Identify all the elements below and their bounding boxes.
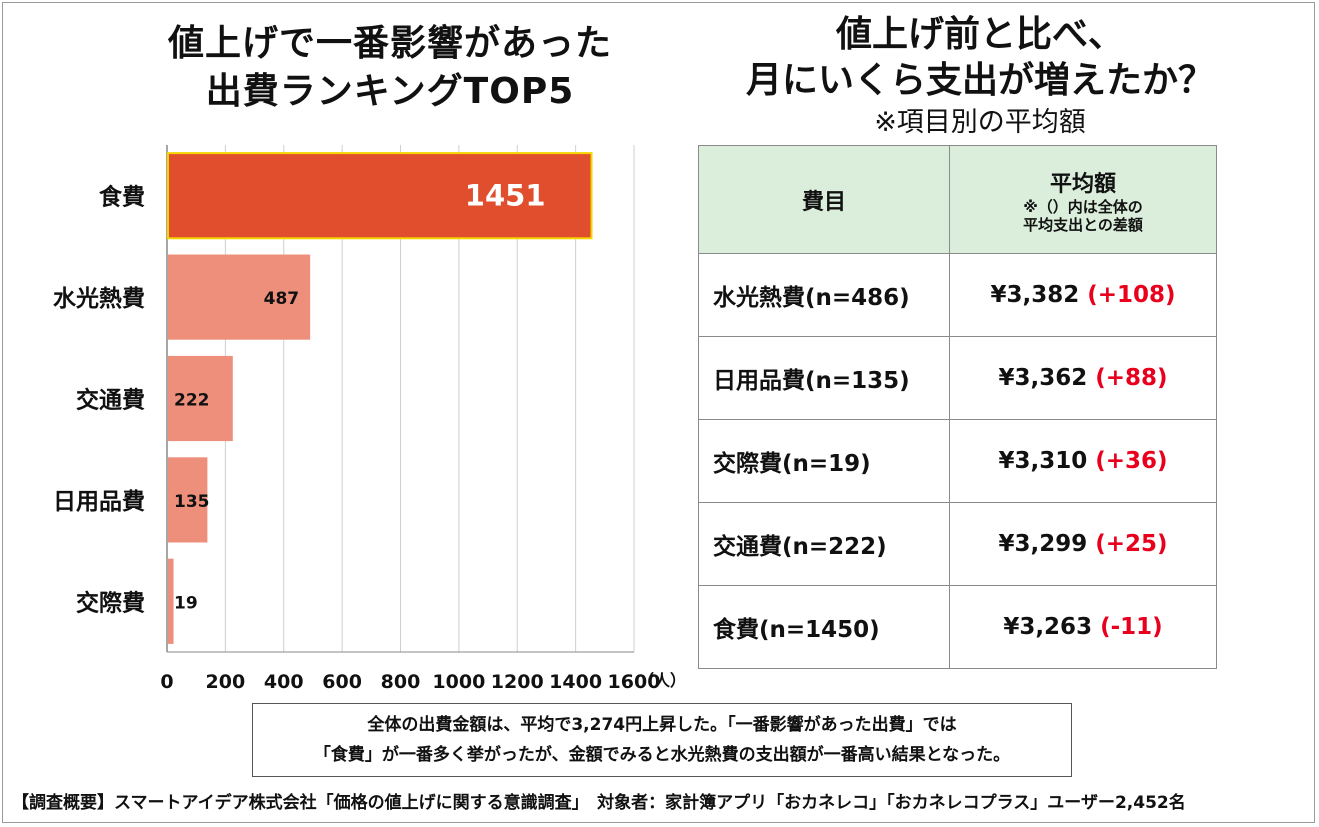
row-diff: (+25) xyxy=(1095,531,1168,557)
right-title-line-1: 値上げ前と比べ、 xyxy=(835,14,1124,55)
row-item: 交際費(n=19) xyxy=(698,419,950,503)
row-value: ¥3,362 (+88) xyxy=(949,336,1217,420)
summary-box: 全体の出費金額は、平均で3,274円上昇した。「一番影響があった出費」では 「食… xyxy=(252,703,1072,777)
category-label: 日用品費 xyxy=(53,489,145,515)
right-title-line-2: 月にいくら支出が増えたか？ xyxy=(745,60,1214,101)
right-subtitle: ※項目別の平均額 xyxy=(874,107,1086,138)
left-title-line-1: 値上げで一番影響があった xyxy=(167,23,612,64)
left-title-line-2: 出費ランキングTOP5 xyxy=(205,71,575,112)
row-diff: (-11) xyxy=(1100,614,1163,640)
header-average: 平均額 ※（）内は全体の 平均支出との差額 xyxy=(949,145,1217,254)
x-tick-label: 800 xyxy=(381,671,421,693)
x-tick-label: 200 xyxy=(206,671,246,693)
data-label: 487 xyxy=(264,289,300,309)
x-axis-label: （人） xyxy=(638,671,686,690)
x-tick-label: 1400 xyxy=(549,671,602,693)
row-amount: ¥3,263 xyxy=(1003,614,1093,640)
row-diff: (+36) xyxy=(1095,448,1168,474)
row-value: ¥3,263 (-11) xyxy=(949,585,1217,669)
header-note-line-2: 平均支出との差額 xyxy=(1023,215,1143,234)
row-value: ¥3,382 (+108) xyxy=(949,253,1217,337)
left-chart-title: 値上げで一番影響があった 出費ランキングTOP5 xyxy=(60,20,720,116)
table-row: 水光熱費(n=486) ¥3,382 (+108) xyxy=(698,253,1217,337)
x-tick-label: 1000 xyxy=(432,671,485,693)
table-row: 食費(n=1450) ¥3,263 (-11) xyxy=(698,585,1217,669)
header-note-line-1: ※（）内は全体の xyxy=(1023,197,1143,216)
data-label: 222 xyxy=(174,391,210,411)
header-average-label: 平均額 xyxy=(1049,171,1116,197)
bar xyxy=(168,457,208,543)
average-amount-table: 費目 平均額 ※（）内は全体の 平均支出との差額 水光熱費(n=486) ¥3,… xyxy=(698,145,1217,669)
table-row: 交通費(n=222) ¥3,299 (+25) xyxy=(698,502,1217,586)
right-table-title: 値上げ前と比べ、 月にいくら支出が増えたか？ xyxy=(640,12,1319,104)
row-item: 食費(n=1450) xyxy=(698,585,950,669)
table-row: 日用品費(n=135) ¥3,362 (+88) xyxy=(698,336,1217,420)
row-item: 水光熱費(n=486) xyxy=(698,253,950,337)
data-label: 19 xyxy=(174,593,198,613)
row-diff: (+88) xyxy=(1095,365,1168,391)
x-tick-label: 600 xyxy=(322,671,362,693)
data-label: 1451 xyxy=(465,179,546,213)
x-tick-label: 400 xyxy=(264,671,304,693)
category-label: 交際費 xyxy=(76,589,145,616)
category-label: 食費 xyxy=(99,184,145,211)
bar xyxy=(168,355,233,442)
row-amount: ¥3,299 xyxy=(998,531,1088,557)
row-value: ¥3,310 (+36) xyxy=(949,419,1217,503)
x-tick-label: 0 xyxy=(160,671,173,693)
row-amount: ¥3,382 xyxy=(990,282,1080,308)
x-tick-label: 1600 xyxy=(608,671,661,693)
category-label: 交通費 xyxy=(76,387,145,414)
header-item: 費目 xyxy=(698,145,950,254)
survey-footer: 【調査概要】スマートアイデア株式会社「価格の値上げに関する意識調査」 対象者：家… xyxy=(12,793,1186,813)
summary-line-1: 全体の出費金額は、平均で3,274円上昇した。「一番影響があった出費」では xyxy=(367,715,957,735)
row-amount: ¥3,310 xyxy=(998,448,1088,474)
data-label: 135 xyxy=(174,492,210,512)
row-item: 交通費(n=222) xyxy=(698,502,950,586)
summary-line-2: 「食費」が一番多く挙がったが、金額でみると水光熱費の支出額が一番高い結果となった… xyxy=(313,745,1011,765)
bar-chart: 0 200 400 600 800 1000 1200 1400 1600（人） 食費 1451 水光… xyxy=(53,145,686,693)
row-diff: (+108) xyxy=(1087,282,1176,308)
category-label: 水光熱費 xyxy=(53,286,145,312)
row-item: 日用品費(n=135) xyxy=(698,336,950,420)
row-value: ¥3,299 (+25) xyxy=(949,502,1217,586)
table-header-row: 費目 平均額 ※（）内は全体の 平均支出との差額 xyxy=(698,145,1217,254)
row-amount: ¥3,362 xyxy=(998,365,1088,391)
bar xyxy=(168,254,311,340)
bar xyxy=(167,152,593,240)
x-tick-label: 1200 xyxy=(491,671,544,693)
table-row: 交際費(n=19) ¥3,310 (+36) xyxy=(698,419,1217,503)
bar xyxy=(168,558,174,644)
